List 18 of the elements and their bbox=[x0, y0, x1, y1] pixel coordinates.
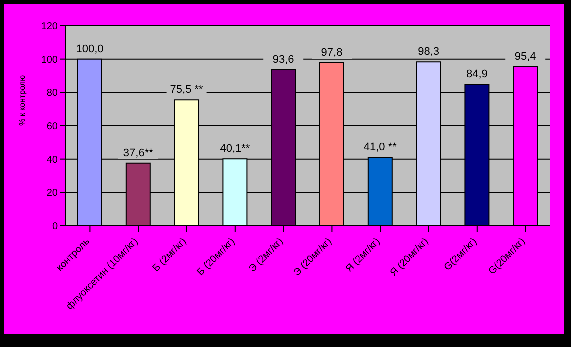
data-label: 84,9 bbox=[466, 68, 488, 80]
y-tick-label: 120 bbox=[41, 22, 58, 33]
y-tick-label: 80 bbox=[46, 88, 58, 100]
y-tick-label: 60 bbox=[46, 122, 58, 133]
data-label: 37,6** bbox=[123, 147, 154, 160]
data-label: 40,1** bbox=[220, 143, 251, 156]
y-axis-title: % к контролю bbox=[18, 75, 27, 126]
data-label: 100,0 bbox=[76, 43, 104, 56]
y-tick-label: 100 bbox=[41, 54, 58, 66]
data-label: 93,6 bbox=[272, 54, 294, 66]
y-tick-label: 0 bbox=[52, 222, 58, 233]
data-label: 95,4 bbox=[514, 51, 536, 63]
y-tick-label: 40 bbox=[46, 154, 58, 166]
data-label: 75,5 ** bbox=[170, 84, 204, 96]
y-tick-label: 20 bbox=[46, 188, 58, 200]
data-label: 98,3 bbox=[418, 46, 440, 58]
data-label: 41,0 ** bbox=[364, 142, 398, 154]
data-label: 97,8 bbox=[321, 47, 343, 59]
